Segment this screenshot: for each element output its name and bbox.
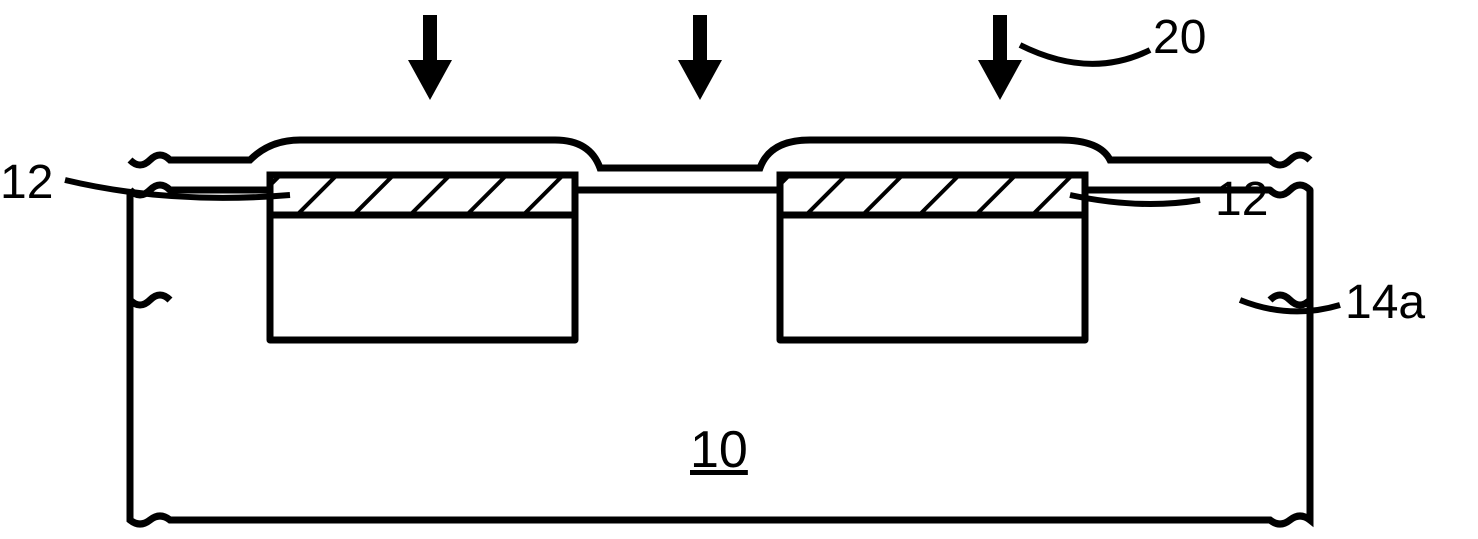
leader-20 (1020, 45, 1150, 64)
hatched-layer-left (270, 175, 575, 215)
label-14a: 14a (1345, 275, 1425, 330)
label-12-right: 12 (1215, 172, 1268, 227)
label-20: 20 (1153, 10, 1206, 65)
arrow-1 (408, 15, 452, 100)
conformal-layer (130, 140, 1310, 168)
diagram-container: 12 12 14a 20 10 (0, 0, 1478, 539)
arrow-2 (678, 15, 722, 100)
hatched-layer-right (780, 175, 1085, 215)
label-10: 10 (690, 420, 748, 480)
leader-12-right (1070, 195, 1200, 204)
arrow-3 (978, 15, 1022, 100)
label-12-left: 12 (0, 155, 53, 210)
